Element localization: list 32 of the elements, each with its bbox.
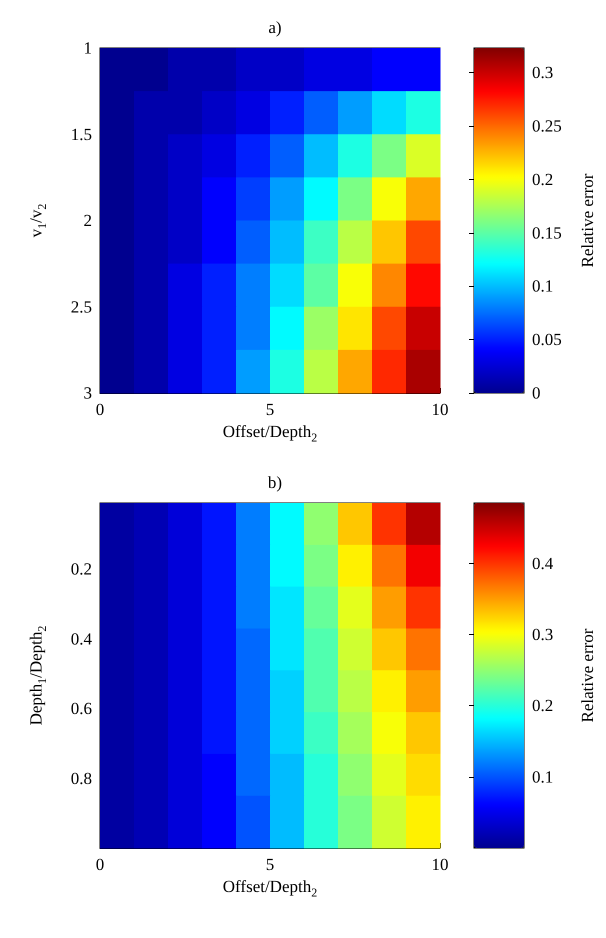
y-tick-label: 2.5: [70, 297, 92, 316]
color-bar-label: 0.3: [532, 63, 554, 82]
color-bar-label: 0.3: [532, 625, 554, 644]
x-tick-label: 10: [432, 400, 448, 419]
x-tick-label: 0: [96, 855, 104, 874]
y-tick-label: 2: [84, 211, 92, 230]
y-axis-title: v1/v2: [26, 204, 49, 238]
y-tick-label: 0.4: [70, 629, 92, 648]
y-tick-label: 0.8: [70, 768, 92, 788]
x-tick-label: 0: [96, 400, 104, 419]
color-bar-label: 0.2: [532, 170, 554, 189]
y-tick-label: 3: [84, 384, 92, 402]
color-bar-title: Relative error: [578, 628, 597, 722]
color-bar-label: 0.1: [532, 276, 554, 296]
color-bar-label: 0: [532, 384, 540, 402]
y-tick-label: 1.5: [70, 124, 92, 144]
color-bar-title: Relative error: [578, 173, 597, 268]
y-axis-title: Depth1/Depth2: [26, 626, 49, 726]
y-tick-label: 1: [84, 38, 92, 58]
x-tick-label: 10: [432, 855, 448, 874]
color-bar-label: 0.05: [532, 330, 562, 350]
x-tick-label: 5: [266, 855, 274, 874]
y-tick-label: 0.6: [70, 699, 92, 718]
color-bar-label: 0.2: [532, 696, 554, 716]
x-tick-label: 5: [266, 400, 274, 419]
color-bar-label: 0.1: [532, 767, 554, 786]
chart-title: a): [268, 18, 282, 37]
color-bar-label: 0.4: [532, 554, 554, 573]
chart-title: b): [268, 473, 282, 492]
y-tick-label: 0.2: [70, 560, 92, 579]
color-bar-label: 0.15: [532, 223, 562, 242]
color-bar-label: 0.25: [532, 116, 562, 136]
